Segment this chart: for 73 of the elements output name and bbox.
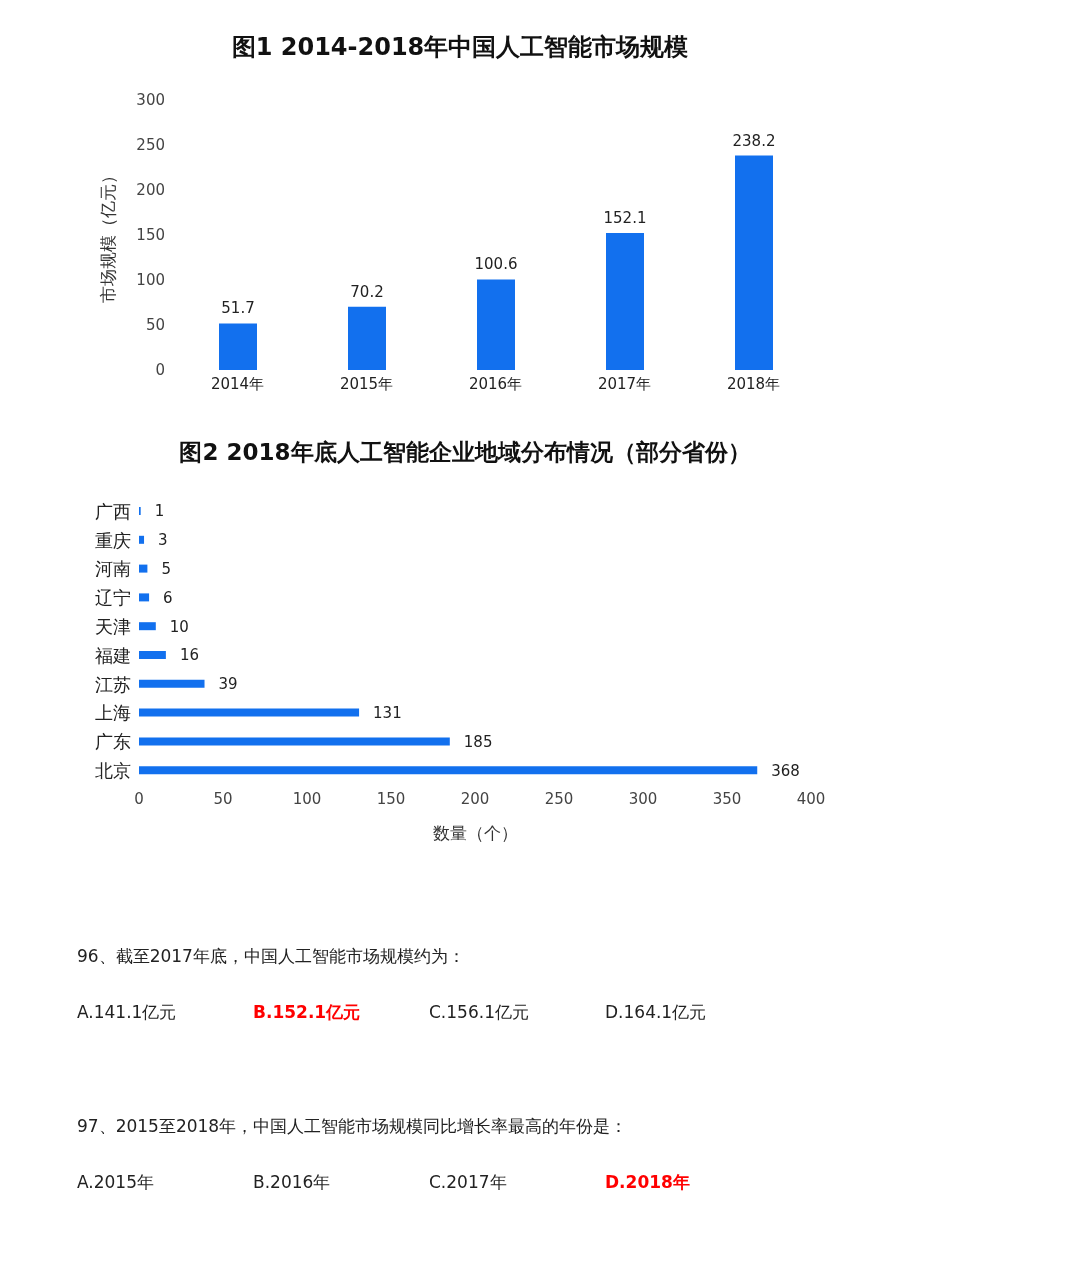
y-tick-label: 辽宁 <box>95 587 131 609</box>
y-tick-label: 河南 <box>95 558 131 580</box>
y-tick-label: 天津 <box>95 615 131 637</box>
y-tick-label: 上海 <box>95 702 131 724</box>
bar <box>477 279 515 370</box>
y-tick-label: 江苏 <box>95 673 131 695</box>
x-tick-label: 2014年 <box>210 374 265 393</box>
y-axis-title: 市场规模（亿元） <box>98 167 119 303</box>
bar <box>139 737 450 746</box>
bar <box>348 306 386 370</box>
y-tick-label: 北京 <box>95 759 131 781</box>
y-tick-label: 300 <box>136 91 165 110</box>
data-label: 238.2 <box>732 131 776 150</box>
text: B.2016年 <box>253 1171 332 1193</box>
x-axis-title: 数量（个） <box>432 823 518 843</box>
x-tick-label: 2017年 <box>597 374 652 393</box>
data-label: 1 <box>154 502 165 521</box>
bar <box>139 593 150 602</box>
data-label: 39 <box>218 675 238 694</box>
y-tick-label: 200 <box>136 181 165 200</box>
data-label: 152.1 <box>603 209 647 228</box>
x-tick-label: 2016年 <box>468 374 523 393</box>
text: B.152.1亿元 <box>253 1001 362 1023</box>
text: A.2015年 <box>77 1171 155 1193</box>
x-tick-label: 200 <box>460 789 490 808</box>
chart-title: 图1 2014-2018年中国人工智能市场规模 <box>230 32 690 63</box>
x-tick-label: 150 <box>376 789 406 808</box>
text: D.2018年 <box>605 1171 691 1193</box>
text: 96、截至2017年底，中国人工智能市场规模约为： <box>77 945 466 968</box>
x-tick-label: 2018年 <box>726 374 781 393</box>
bar <box>139 651 166 659</box>
x-tick-label: 2015年 <box>339 374 394 393</box>
bar <box>139 766 758 775</box>
bar <box>139 564 148 573</box>
data-label: 3 <box>158 531 168 550</box>
text: A.141.1亿元 <box>77 1001 178 1023</box>
x-tick-label: 250 <box>544 789 574 808</box>
bar <box>606 233 644 370</box>
text: 97、2015至2018年，中国人工智能市场规模同比增长率最高的年份是： <box>77 1115 629 1138</box>
x-tick-label: 50 <box>213 789 233 808</box>
data-label: 131 <box>373 703 402 722</box>
y-tick-label: 福建 <box>95 644 131 666</box>
y-tick-label: 0 <box>155 361 165 380</box>
y-tick-label: 重庆 <box>95 529 131 551</box>
bar <box>735 155 773 370</box>
data-label: 100.6 <box>474 255 518 274</box>
text: C.2017年 <box>429 1171 508 1193</box>
y-tick-label: 广西 <box>95 500 131 522</box>
data-label: 185 <box>463 732 493 751</box>
data-label: 368 <box>771 761 800 780</box>
data-label: 51.7 <box>221 299 255 318</box>
y-tick-label: 100 <box>136 271 165 290</box>
data-label: 5 <box>161 559 171 578</box>
x-tick-label: 400 <box>796 789 826 808</box>
x-tick-label: 100 <box>292 789 322 808</box>
y-tick-label: 广东 <box>95 731 131 753</box>
bar <box>139 535 145 544</box>
data-label: 6 <box>163 588 173 607</box>
bar <box>139 708 360 717</box>
x-tick-label: 350 <box>712 789 742 808</box>
x-tick-label: 300 <box>628 789 658 808</box>
chart-title: 图2 2018年底人工智能企业地域分布情况（部分省份） <box>178 438 752 467</box>
bar <box>139 679 205 688</box>
bar <box>219 323 257 370</box>
text: C.156.1亿元 <box>429 1001 530 1023</box>
text: D.164.1亿元 <box>605 1001 708 1023</box>
data-label: 10 <box>169 617 189 636</box>
y-tick-label: 150 <box>136 226 165 245</box>
y-tick-label: 50 <box>145 316 165 335</box>
bar <box>139 622 156 631</box>
y-tick-label: 250 <box>136 136 165 155</box>
data-label: 16 <box>179 646 199 665</box>
data-label: 70.2 <box>350 282 384 301</box>
